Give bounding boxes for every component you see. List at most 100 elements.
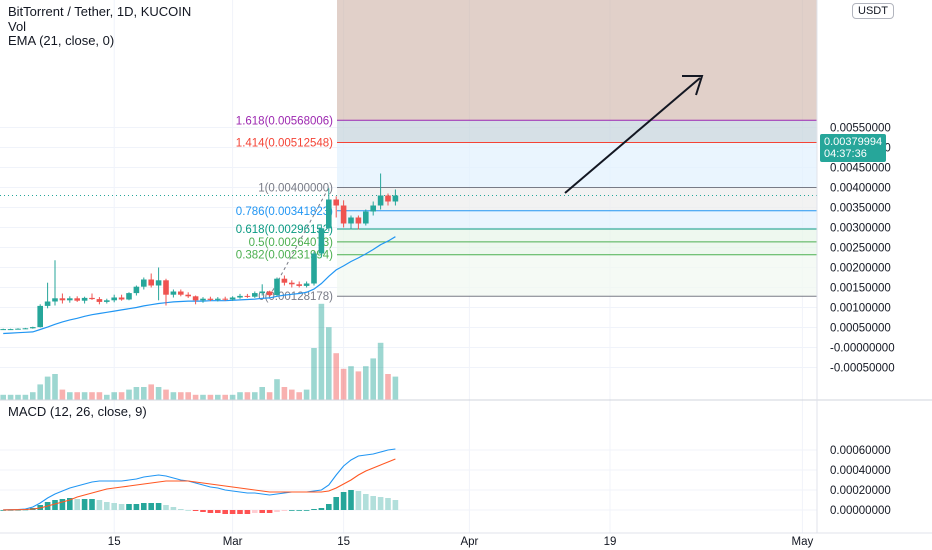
volume-bar xyxy=(259,387,265,400)
volume-bar xyxy=(141,387,147,400)
macd-histogram-bar xyxy=(392,500,399,510)
fib-level-label: 1.618(0.00568006) xyxy=(236,115,333,127)
candle-body xyxy=(200,298,206,301)
candle-body xyxy=(333,199,339,206)
fib-zone xyxy=(337,229,817,242)
volume-bar xyxy=(133,387,140,400)
candle-body xyxy=(133,286,140,294)
volume-bar xyxy=(281,387,288,400)
fib-zone xyxy=(337,210,817,230)
volume-bar xyxy=(163,389,169,400)
currency-button[interactable]: USDT xyxy=(852,3,894,19)
volume-bar xyxy=(348,366,354,400)
signal-line xyxy=(3,458,396,511)
macd-histogram-bar xyxy=(163,505,169,510)
macd-legend-label: MACD (12, 26, close, 9) xyxy=(8,404,147,419)
macd-histogram-bar xyxy=(222,510,228,514)
candle-body xyxy=(37,305,43,328)
fib-zone xyxy=(337,254,817,297)
volume-bar xyxy=(200,394,206,400)
candle-body xyxy=(59,298,66,301)
macd-axis-label: 0.00000000 xyxy=(830,505,891,517)
candle-body xyxy=(7,329,14,331)
volume-bar xyxy=(126,389,132,400)
candle-body xyxy=(340,205,347,224)
candle-body xyxy=(207,298,214,300)
volume-bar xyxy=(215,394,221,400)
volume-bar xyxy=(148,384,154,400)
macd-histogram-bar xyxy=(170,507,177,510)
volume-bar xyxy=(311,348,317,400)
volume-bar xyxy=(296,392,302,400)
macd-histogram-bar xyxy=(207,510,214,513)
volume-bar xyxy=(355,371,362,400)
macd-histogram-bar xyxy=(281,510,288,511)
candle-body xyxy=(311,253,317,284)
volume-bar xyxy=(274,379,280,400)
candle-body xyxy=(52,298,58,302)
volume-bar xyxy=(318,303,325,400)
macd-histogram-bar xyxy=(259,510,265,513)
volume-bar xyxy=(111,392,117,400)
price-axis-label: 0.00100000 xyxy=(830,303,891,315)
candle-body xyxy=(118,297,125,300)
countdown-timer: 04:37:36 xyxy=(824,148,867,160)
macd-histogram-bar xyxy=(59,499,66,510)
volume-bar xyxy=(207,394,214,400)
macd-histogram-bar xyxy=(141,503,147,510)
candle-body xyxy=(30,327,36,329)
time-axis-label: 15 xyxy=(337,536,350,548)
candle-body xyxy=(170,291,177,295)
volume-bar xyxy=(74,392,80,400)
volume-bar xyxy=(118,392,125,400)
macd-histogram-bar xyxy=(74,499,80,510)
macd-histogram-bar xyxy=(348,490,354,510)
price-axis-label: 0.00400000 xyxy=(830,183,891,195)
time-axis-label: Apr xyxy=(460,536,478,548)
fib-level-label: 0.382(0.00231994) xyxy=(236,250,333,262)
candle-body xyxy=(96,299,103,302)
candle-body xyxy=(296,284,302,286)
candle-body xyxy=(385,195,391,202)
volume-bar xyxy=(104,394,110,400)
volume-bar xyxy=(326,327,332,400)
volume-bar xyxy=(392,376,399,400)
fib-level-label: 0.5(0.00264073) xyxy=(249,237,334,249)
volume-bar xyxy=(377,342,384,400)
macd-histogram-bar xyxy=(355,491,362,510)
macd-histogram-bar xyxy=(244,510,251,514)
macd-histogram-bar xyxy=(237,510,243,514)
macd-histogram-bar xyxy=(0,510,6,511)
candle-body xyxy=(155,280,162,286)
macd-histogram-bar xyxy=(81,499,88,510)
price-axis-label: 0.00250000 xyxy=(830,243,891,255)
volume-bar xyxy=(96,392,103,400)
volume-bar xyxy=(266,392,273,400)
candle-body xyxy=(363,211,369,224)
candle-body xyxy=(392,195,399,202)
volume-bar xyxy=(155,387,162,400)
candle-body xyxy=(89,297,95,300)
candle-body xyxy=(252,293,258,297)
macd-histogram-bar xyxy=(155,503,162,510)
price-axis-label: 0.00150000 xyxy=(830,283,891,295)
candle-body xyxy=(274,278,280,296)
candle-body xyxy=(126,293,132,300)
volume-bar xyxy=(229,394,236,400)
ema-line xyxy=(3,236,396,335)
time-axis-label: 15 xyxy=(108,536,121,548)
volume-bar xyxy=(81,392,88,400)
candle-body xyxy=(289,282,295,285)
candle-body xyxy=(355,217,362,224)
candle-body xyxy=(222,298,228,300)
macd-histogram-bar xyxy=(148,503,154,510)
macd-histogram-bar xyxy=(385,498,391,510)
macd-line xyxy=(3,448,396,511)
macd-histogram-bar xyxy=(370,496,376,510)
volume-bar xyxy=(252,392,258,400)
candle-body xyxy=(74,298,80,301)
macd-histogram-bar xyxy=(363,494,369,510)
fib-level-label: 1.414(0.00512548) xyxy=(236,137,333,149)
candle-body xyxy=(148,279,154,286)
